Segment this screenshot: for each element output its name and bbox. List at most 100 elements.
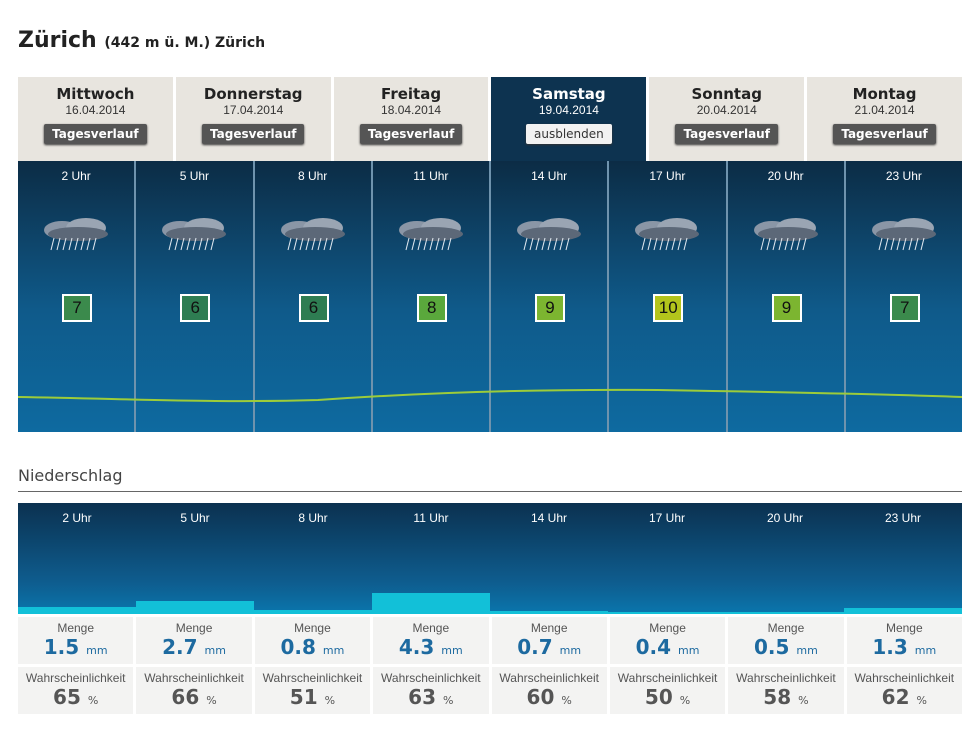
hour-column: 2 Uhr 7 [18, 161, 137, 432]
amount-cell: Menge 0.5 mm [728, 614, 847, 664]
day-tab[interactable]: Sonntag 20.04.2014 Tagesverlauf [649, 77, 808, 161]
precip-column: 8 Uhr [254, 503, 372, 614]
hour-label: 2 Uhr [62, 511, 92, 525]
amount-value: 2.7 mm [136, 635, 251, 663]
temperature-badge: 7 [889, 294, 920, 322]
probability-cell: Wahrscheinlichkeit 58 % [728, 664, 847, 714]
temperature-badge: 9 [771, 294, 802, 322]
probability-label: Wahrscheinlichkeit [144, 671, 244, 685]
amount-value: 1.5 mm [18, 635, 133, 663]
day-tab[interactable]: Montag 21.04.2014 Tagesverlauf [807, 77, 962, 161]
temperature-badge: 8 [416, 294, 447, 322]
amount-number: 0.5 [754, 635, 790, 659]
amount-cell: Menge 4.3 mm [373, 614, 492, 664]
probability-value: 65 % [18, 685, 133, 713]
day-detail-button[interactable]: Tagesverlauf [44, 124, 147, 144]
hour-column: 5 Uhr 6 [136, 161, 255, 432]
amount-number: 2.7 [162, 635, 198, 659]
probability-unit: % [87, 694, 99, 707]
rain-cloud-icon [44, 218, 108, 251]
day-date: 21.04.2014 [854, 103, 915, 117]
day-tab[interactable]: Freitag 18.04.2014 Tagesverlauf [333, 77, 492, 161]
rain-cloud-icon [398, 218, 463, 251]
hour-label: 17 Uhr [648, 511, 686, 525]
amount-label: Menge [294, 621, 331, 635]
temperature-badge: 10 [653, 294, 684, 322]
hour-label: 20 Uhr [767, 169, 804, 183]
precip-bar [726, 611, 844, 614]
hour-label: 20 Uhr [766, 511, 804, 525]
hour-column: 14 Uhr 9 [491, 161, 610, 432]
day-tab[interactable]: Donnerstag 17.04.2014 Tagesverlauf [175, 77, 334, 161]
probability-unit: % [324, 694, 336, 707]
amount-unit: mm [678, 644, 700, 657]
rain-cloud-icon [871, 218, 936, 251]
amount-cell: Menge 0.4 mm [609, 614, 729, 664]
temperature-badge: 6 [180, 294, 211, 322]
rain-cloud-icon [517, 218, 581, 251]
probability-unit: % [206, 694, 217, 707]
amount-cell: Menge 0.7 mm [491, 614, 610, 664]
amount-label: Menge [530, 621, 568, 635]
probability-label: Wahrscheinlichkeit [499, 671, 599, 685]
amount-label: Menge [175, 621, 213, 635]
hide-button[interactable]: ausblenden [526, 124, 612, 144]
probability-cell: Wahrscheinlichkeit 50 % [609, 664, 729, 714]
day-tab[interactable]: Mittwoch 16.04.2014 Tagesverlauf [18, 77, 176, 161]
amount-number: 4.3 [398, 635, 435, 659]
temperature-badge: 6 [298, 294, 329, 322]
hour-column: 8 Uhr 6 [255, 161, 373, 432]
precip-bar [844, 607, 962, 614]
rain-cloud-icon [753, 218, 818, 251]
probability-cell: Wahrscheinlichkeit 60 % [491, 664, 610, 714]
precip-column: 2 Uhr [18, 503, 136, 614]
day-detail-button[interactable]: Tagesverlauf [675, 124, 778, 144]
day-detail-button[interactable]: Tagesverlauf [359, 124, 463, 144]
precip-bar [254, 610, 372, 614]
hour-label: 2 Uhr [61, 169, 91, 183]
amount-unit: mm [86, 644, 108, 657]
precip-bar [490, 610, 608, 614]
hour-label: 8 Uhr [297, 169, 328, 183]
probability-number: 50 [644, 685, 673, 709]
amount-value: 0.8 mm [255, 635, 370, 663]
city-name: Zürich [18, 28, 97, 53]
precip-bar [136, 600, 254, 614]
day-date: 20.04.2014 [696, 103, 757, 117]
amount-label: Menge [767, 621, 805, 635]
probability-row: Wahrscheinlichkeit 65 % Wahrscheinlichkeit… [18, 664, 962, 714]
precip-column: 14 Uhr [490, 503, 608, 614]
precipitation-table: Menge 1.5 mm Menge 2.7 mm Menge 0.8 mm Menge 4.… [18, 614, 962, 714]
hour-label: 5 Uhr [179, 169, 210, 183]
temperature-badge: 9 [535, 294, 565, 322]
rain-cloud-icon [635, 218, 700, 251]
day-date: 16.04.2014 [65, 103, 126, 117]
probability-unit: % [798, 694, 809, 707]
hour-label: 11 Uhr [413, 169, 449, 183]
hour-label: 5 Uhr [180, 511, 210, 525]
page-title: Zürich (442 m ü. M.) Zürich [18, 28, 265, 53]
day-detail-button[interactable]: Tagesverlauf [202, 124, 305, 144]
day-detail-button[interactable]: Tagesverlauf [833, 124, 936, 144]
amount-cell: Menge 2.7 mm [136, 614, 255, 664]
amount-number: 0.7 [517, 635, 553, 659]
precip-column: 11 Uhr [372, 503, 490, 614]
precip-bar [18, 606, 136, 614]
probability-cell: Wahrscheinlichkeit 65 % [18, 664, 137, 714]
probability-unit: % [561, 694, 572, 707]
precip-column: 17 Uhr [608, 503, 726, 614]
day-name: Donnerstag [203, 85, 303, 103]
temperature-line [18, 388, 962, 403]
amount-number: 1.3 [872, 635, 908, 659]
probability-value: 51 % [255, 685, 370, 713]
altitude: (442 m ü. M.) Zürich [104, 35, 266, 51]
probability-label: Wahrscheinlichkeit [617, 671, 718, 685]
divider [18, 491, 962, 492]
amount-row: Menge 1.5 mm Menge 2.7 mm Menge 0.8 mm Menge 4.… [18, 614, 962, 664]
hourly-forecast: 2 Uhr 7 5 Uhr 6 8 Uhr 6 11 Uhr 8 14 Uhr … [18, 161, 962, 432]
day-tab[interactable]: Samstag 19.04.2014 ausblenden [491, 77, 650, 161]
day-name: Mittwoch [56, 85, 135, 103]
precip-bar [608, 612, 726, 614]
probability-value: 66 % [136, 685, 251, 713]
amount-unit: mm [204, 644, 226, 657]
